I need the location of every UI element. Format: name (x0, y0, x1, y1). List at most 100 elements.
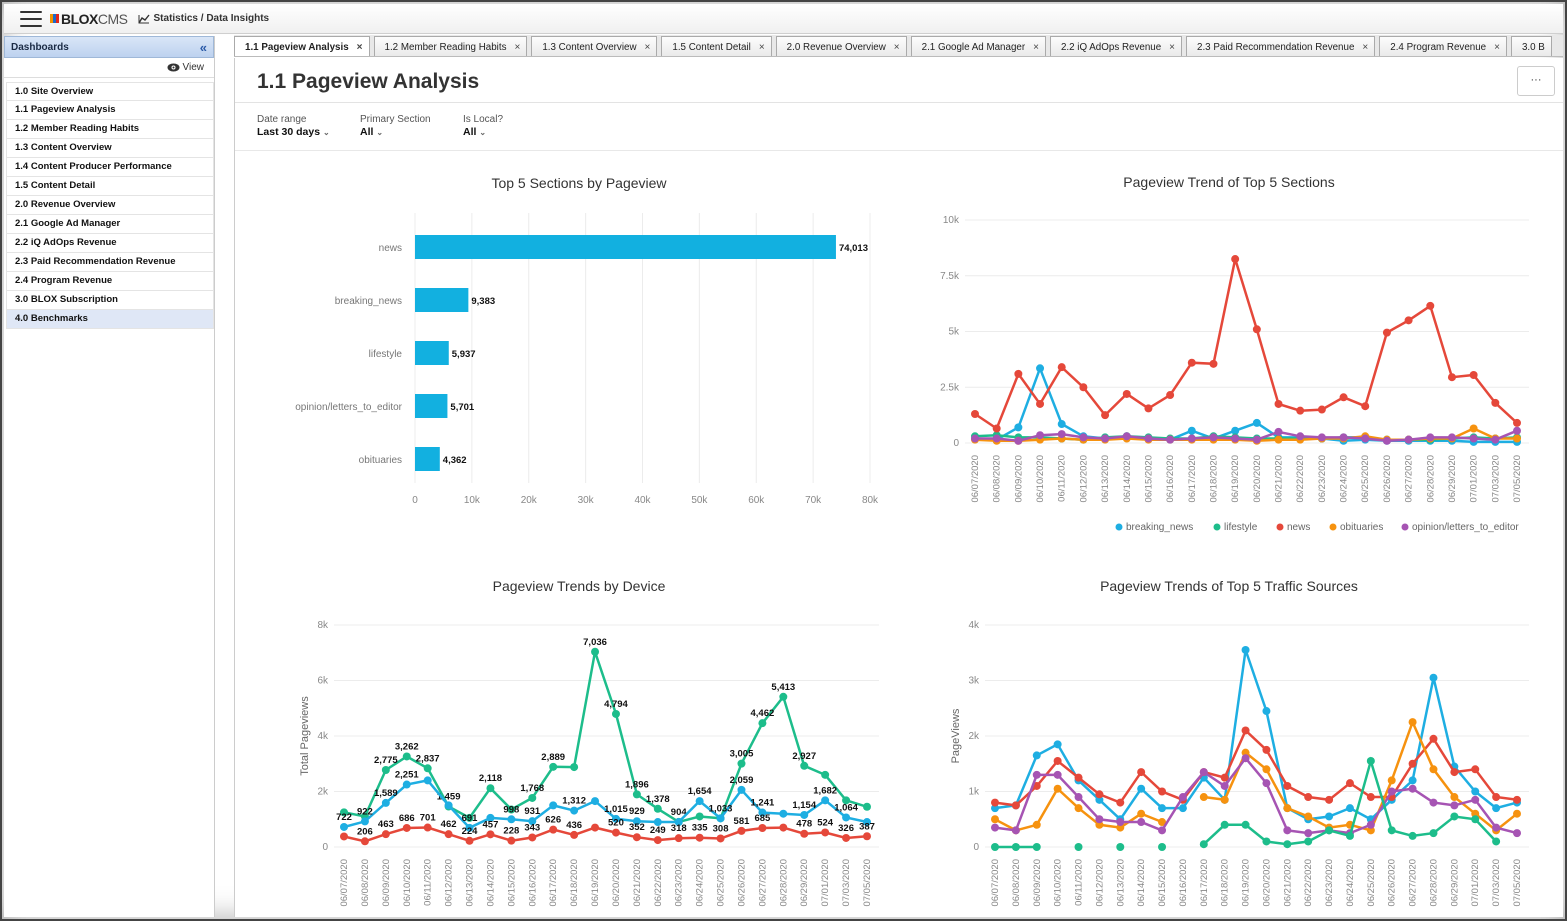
page-title: 1.1 Pageview Analysis (257, 70, 480, 93)
data-point (1209, 433, 1218, 442)
data-point (1074, 773, 1083, 782)
data-point (1304, 793, 1313, 802)
blox-logo-icon (50, 14, 59, 23)
data-point (1262, 745, 1271, 754)
close-tab-icon[interactable]: × (1362, 41, 1369, 53)
tab[interactable]: 1.2 Member Reading Habits × (373, 36, 528, 56)
data-point (1032, 770, 1041, 779)
data-point (1137, 818, 1146, 827)
bar (415, 447, 440, 471)
sidebar-item[interactable]: 2.0 Revenue Overview (6, 196, 214, 215)
data-point (1032, 843, 1041, 851)
data-point (1095, 795, 1104, 804)
tab[interactable]: 2.0 Revenue Overview × (775, 36, 907, 56)
data-point (1032, 751, 1041, 760)
data-point (1231, 434, 1240, 443)
x-tick-label: 06/22/2020 (653, 859, 664, 907)
sidebar-item[interactable]: 2.3 Paid Recommendation Revenue (6, 253, 214, 272)
filter-value: All (360, 126, 374, 138)
data-point (737, 785, 746, 794)
legend-marker (1401, 523, 1409, 531)
data-point (1408, 776, 1417, 785)
data-point (971, 434, 979, 443)
tab[interactable]: 2.3 Paid Recommendation Revenue × (1186, 36, 1376, 56)
tab[interactable]: 3.0 B (1510, 36, 1552, 56)
category-label: breaking_news (335, 296, 402, 307)
data-point (1252, 435, 1261, 444)
collapse-sidebar-icon[interactable]: « (199, 39, 207, 55)
sidebar-item[interactable]: 2.4 Program Revenue (6, 272, 214, 291)
data-point (1426, 433, 1435, 442)
filter-primary-section[interactable]: Primary Section All ⌄ (360, 114, 431, 138)
x-tick-label: 06/26/2020 (1387, 859, 1398, 907)
data-point (1450, 793, 1459, 802)
data-point (758, 719, 767, 728)
close-tab-icon[interactable]: × (1169, 41, 1176, 53)
tab[interactable]: 1.1 Pageview Analysis × (234, 36, 370, 56)
legend-marker (1329, 523, 1337, 531)
data-point (1339, 393, 1348, 402)
sidebar-item[interactable]: 1.0 Site Overview (6, 82, 214, 101)
sidebar-item[interactable]: 1.4 Content Producer Performance (6, 158, 214, 177)
data-point (591, 797, 600, 806)
x-tick-label: 0 (412, 495, 418, 506)
close-tab-icon[interactable]: × (758, 41, 765, 53)
category-label: opinion/letters_to_editor (295, 402, 402, 413)
chart-title: Pageview Trends by Device (492, 578, 666, 594)
sidebar-item[interactable]: 3.0 BLOX Subscription (6, 291, 214, 310)
data-label: 228 (503, 826, 519, 837)
x-tick-label: 60k (748, 495, 765, 506)
close-tab-icon[interactable]: × (893, 41, 900, 53)
view-toggle[interactable]: View (4, 58, 214, 78)
x-tick-label: 06/19/2020 (1230, 455, 1241, 503)
x-tick-label: 07/03/2020 (1490, 455, 1501, 503)
sidebar-item[interactable]: 1.5 Content Detail (6, 177, 214, 196)
filter-date-range[interactable]: Date range Last 30 days ⌄ (257, 114, 330, 138)
data-label: 1,064 (834, 802, 858, 813)
data-point (1513, 795, 1521, 804)
tab[interactable]: 1.3 Content Overview × (531, 36, 658, 56)
data-point (1122, 389, 1131, 398)
close-tab-icon[interactable]: × (356, 41, 363, 53)
data-point (465, 823, 474, 832)
data-point (1283, 826, 1292, 835)
close-tab-icon[interactable]: × (1033, 41, 1039, 53)
legend-marker (1276, 523, 1284, 531)
sidebar-item[interactable]: 1.2 Member Reading Habits (6, 120, 214, 139)
data-point (1408, 784, 1417, 793)
x-tick-label: 06/07/2020 (339, 859, 350, 907)
data-label: 457 (483, 819, 499, 830)
filter-is-local[interactable]: Is Local? All ⌄ (463, 114, 503, 138)
data-point (1513, 434, 1521, 443)
sidebar-item[interactable]: 1.3 Content Overview (6, 139, 214, 158)
sidebar-item[interactable]: 2.1 Google Ad Manager (6, 215, 214, 234)
chevron-down-icon: ⌄ (376, 128, 384, 137)
tab[interactable]: 2.4 Program Revenue × (1379, 36, 1507, 56)
tab-label: 1.2 Member Reading Habits (384, 41, 507, 53)
more-options-button[interactable]: ··· (1517, 66, 1555, 96)
tab[interactable]: 2.2 iQ AdOps Revenue × (1049, 36, 1183, 56)
data-point (507, 836, 516, 845)
data-point (1144, 404, 1153, 413)
data-point (1032, 820, 1041, 829)
data-point (674, 834, 683, 843)
legend-label: lifestyle (1224, 522, 1258, 533)
close-tab-icon[interactable]: × (514, 41, 521, 53)
data-point (444, 801, 453, 810)
tab[interactable]: 2.1 Google Ad Manager × (910, 36, 1046, 56)
close-tab-icon[interactable]: × (644, 41, 651, 53)
data-label: 4,794 (604, 699, 628, 710)
sidebar-item[interactable]: 4.0 Benchmarks (6, 310, 214, 329)
data-point (1095, 820, 1104, 829)
data-point (381, 765, 390, 774)
tab[interactable]: 1.5 Content Detail × (661, 36, 772, 56)
data-point (1095, 815, 1104, 824)
data-point (1492, 793, 1501, 802)
hamburger-menu-icon[interactable] (20, 10, 42, 27)
data-label: 9,383 (471, 296, 495, 307)
x-tick-label: 06/21/2020 (1282, 859, 1293, 907)
close-tab-icon[interactable]: × (1494, 41, 1500, 53)
x-tick-label: 06/22/2020 (1295, 455, 1306, 503)
sidebar-item[interactable]: 2.2 iQ AdOps Revenue (6, 234, 214, 253)
sidebar-item[interactable]: 1.1 Pageview Analysis (6, 101, 214, 120)
